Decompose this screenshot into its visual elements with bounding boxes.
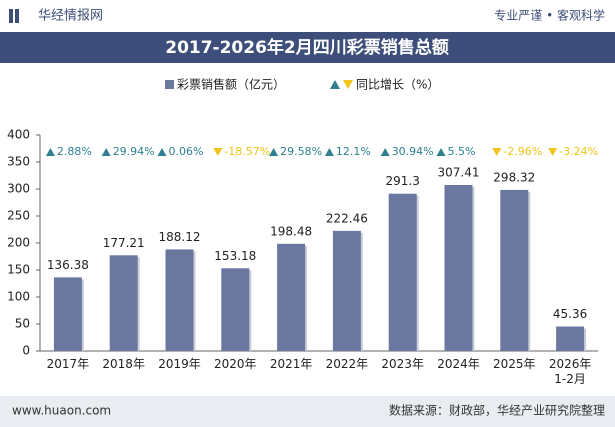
growth-marker	[213, 148, 223, 156]
x-tick-label: 2018年	[102, 357, 145, 371]
x-label-box: 2018年	[102, 357, 145, 371]
brand: 华经情报网	[38, 9, 103, 24]
x-label-box: 2022年	[325, 357, 369, 371]
x-tick-label: 2024年	[437, 357, 480, 371]
logo-bar	[15, 9, 19, 23]
growth-marker	[436, 148, 446, 156]
y-tick-label: 100	[7, 290, 30, 304]
legend-label: 彩票销售额（亿元）	[177, 77, 285, 92]
website: www.huaon.com	[12, 404, 111, 418]
growth-label: 12.1%	[336, 145, 371, 158]
title-bar	[0, 32, 615, 63]
value-label: 45.36	[553, 307, 587, 321]
slogan: 专业严谨 • 客观科学	[494, 8, 605, 23]
chart-title: 2017-2026年2月四川彩票销售总额	[165, 37, 449, 58]
source: 数据来源：财政部，华经产业研究院整理	[389, 403, 605, 418]
y-tick-label: 0	[22, 344, 30, 358]
y-tick-label: 400	[7, 128, 30, 142]
legend-swatch	[165, 80, 174, 89]
growth-label: 0.06%	[169, 145, 204, 158]
growth-label: -2.96%	[503, 145, 542, 158]
x-tick-label: 2021年	[269, 357, 313, 371]
legend-swatch	[330, 80, 340, 89]
bar	[53, 277, 82, 351]
x-label-box: 2021年	[269, 357, 313, 371]
x-label-box: 2026年 1-2月	[548, 357, 592, 386]
footer-bar	[0, 396, 615, 427]
growth-marker	[157, 148, 167, 156]
x-tick-label: 2022年	[325, 357, 369, 371]
bar	[500, 189, 529, 351]
growth-marker	[492, 148, 502, 156]
value-label: 188.12	[159, 230, 201, 244]
y-tick-label: 200	[7, 236, 30, 250]
bar	[277, 243, 306, 351]
value-label: 177.21	[103, 236, 145, 250]
x-tick-label: 2020年	[214, 357, 257, 371]
value-label: 291.3	[386, 174, 420, 188]
growth-marker	[269, 148, 279, 156]
growth-label: 29.94%	[113, 145, 155, 158]
x-label-box: 2024年	[437, 357, 480, 371]
x-label-box: 2023年	[381, 357, 424, 371]
y-tick-label: 250	[7, 209, 30, 223]
x-tick-label: 2017年	[46, 357, 90, 371]
x-label-box: 2017年	[46, 357, 90, 371]
x-label-box: 2025年	[493, 357, 536, 371]
growth-marker	[45, 148, 55, 156]
bar	[556, 326, 585, 351]
bar	[332, 230, 361, 351]
value-label: 136.38	[47, 258, 89, 272]
value-label: 153.18	[214, 249, 256, 263]
bar	[388, 193, 417, 351]
y-tick-label: 300	[7, 182, 30, 196]
bar	[165, 249, 194, 351]
x-label-box: 2020年	[214, 357, 257, 371]
growth-marker	[101, 148, 111, 156]
value-label: 222.46	[326, 211, 368, 225]
y-tick-label: 150	[7, 263, 30, 277]
growth-label: 29.58%	[280, 145, 322, 158]
logo-bar	[9, 9, 13, 23]
growth-label: 2.88%	[57, 145, 92, 158]
bar	[221, 268, 250, 351]
x-tick-label: 2026年 1-2月	[548, 357, 592, 386]
growth-label: -3.24%	[559, 145, 598, 158]
x-label-box: 2019年	[158, 357, 201, 371]
value-label: 307.41	[438, 165, 480, 179]
growth-label: 30.94%	[392, 145, 434, 158]
bar	[109, 255, 138, 351]
x-tick-label: 2023年	[381, 357, 424, 371]
y-tick-label: 50	[15, 317, 30, 331]
legend-label: 同比增长（%）	[356, 78, 439, 92]
value-label: 298.32	[493, 170, 535, 184]
growth-label: 5.5%	[448, 145, 476, 158]
value-label: 198.48	[270, 224, 312, 238]
growth-marker	[380, 148, 390, 156]
y-tick-label: 350	[7, 155, 30, 169]
growth-marker	[548, 148, 558, 156]
x-tick-label: 2025年	[493, 357, 536, 371]
x-tick-label: 2019年	[158, 357, 201, 371]
legend-swatch	[343, 80, 353, 89]
bar	[444, 184, 473, 351]
growth-label: -18.57%	[224, 145, 270, 158]
growth-marker	[324, 148, 334, 156]
